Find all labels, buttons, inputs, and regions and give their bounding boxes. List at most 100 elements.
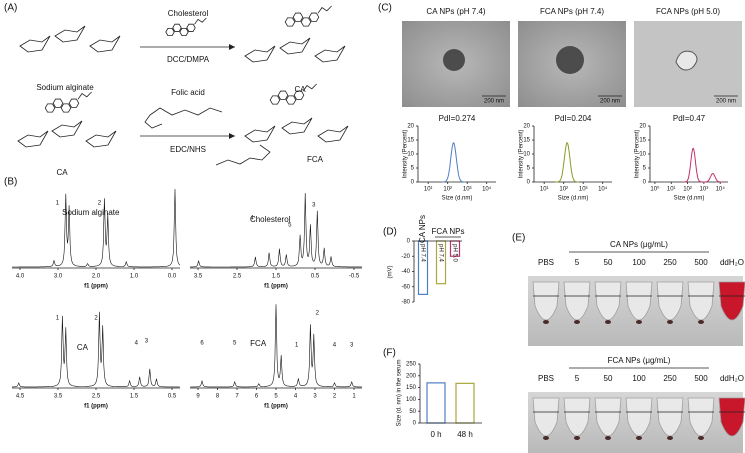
column-label: 250 <box>663 374 677 383</box>
x-tick-label: 10¹ <box>540 187 549 193</box>
compound-name: CA <box>294 85 306 94</box>
molecule-chain <box>317 5 332 14</box>
peak-label: 6 <box>200 341 204 347</box>
x-tick-label: 1.5 <box>130 394 139 400</box>
molecule-ring <box>60 103 72 113</box>
pellet <box>605 320 611 324</box>
tube <box>625 397 653 437</box>
peak-label: 5 <box>233 341 237 347</box>
x-tick-label: 2.5 <box>233 274 242 280</box>
peak-label: 1 <box>56 201 60 207</box>
group-label: CA NPs <box>418 215 427 243</box>
molecule-ring <box>284 17 296 27</box>
spectrum-name: Sodium alginate <box>62 208 120 217</box>
panel-label: (E) <box>512 233 525 244</box>
image-title: FCA NPs (pH 7.4) <box>540 7 604 16</box>
column-label: PBS <box>538 374 554 383</box>
x-tick-label: 1.5 <box>272 274 281 280</box>
x-tick-label: 10¹ <box>667 187 676 193</box>
y-tick-label: 15 <box>407 138 414 144</box>
tube <box>656 397 684 437</box>
reaction-condition: EDC/NHS <box>170 145 206 154</box>
compound-name: Sodium alginate <box>36 83 94 92</box>
x-tick-label: 6 <box>255 394 259 400</box>
scale-label: 200 nm <box>484 99 504 105</box>
panel-label: (C) <box>378 3 392 14</box>
column-label: 250 <box>663 258 677 267</box>
y-tick-label: 20 <box>407 124 414 130</box>
y-tick-label: 0 <box>413 421 417 427</box>
reagent-name: Folic acid <box>171 88 205 97</box>
pdi-label: PdI=0.274 <box>439 114 476 123</box>
panel-label: (A) <box>4 3 17 14</box>
peak-label: 4 <box>333 343 337 349</box>
molecule-ring <box>269 95 281 105</box>
peak-label: 3 <box>350 343 354 349</box>
x-tick-label: 7 <box>235 394 239 400</box>
molecule-ring <box>285 95 297 105</box>
dls-curve <box>441 142 466 183</box>
y-tick-label: 0 <box>643 180 647 186</box>
compound-name: FCA <box>307 155 324 164</box>
dls-curve <box>555 142 579 183</box>
tube <box>594 397 622 437</box>
y-axis-title: Intensity (Percent) <box>635 130 641 179</box>
molecule-ring <box>244 125 276 143</box>
pellet <box>667 320 673 324</box>
y-axis-title: Size (d. nm) in the serum <box>397 359 403 426</box>
molecule-ring <box>317 125 349 143</box>
pellet <box>543 320 549 324</box>
x-axis-title: f1 (ppm) <box>264 404 288 410</box>
molecule-chain <box>77 91 92 100</box>
column-label: 100 <box>632 258 646 267</box>
nanoparticle <box>443 49 465 71</box>
y-tick-label: 10 <box>639 152 646 158</box>
y-tick-label: -80 <box>401 300 410 306</box>
y-tick-label: 150 <box>406 385 417 391</box>
x-tick-label: 0.0 <box>168 274 177 280</box>
x-tick-label: 0.5 <box>168 394 177 400</box>
pdi-label: PdI=0.204 <box>555 114 592 123</box>
pellet <box>605 436 611 440</box>
scale-label: 200 nm <box>600 99 620 105</box>
x-tick-label: 2.5 <box>92 394 101 400</box>
molecule-ring <box>292 12 304 22</box>
x-tick-label: 1.0 <box>130 274 139 280</box>
y-tick-label: 20 <box>639 124 646 130</box>
x-tick-label: 0 h <box>430 430 441 439</box>
x-tick-label: 3.5 <box>194 274 203 280</box>
spectrum-name: Cholesterol <box>250 215 291 224</box>
reagent-name: Cholesterol <box>168 9 209 18</box>
peak-label: 1 <box>56 316 60 322</box>
tube <box>594 281 622 321</box>
tube <box>563 397 591 437</box>
y-tick-label: 250 <box>406 362 417 368</box>
x-tick-label: 4.5 <box>16 394 25 400</box>
x-axis-title: Size (d.nm) <box>442 196 473 202</box>
x-axis-title: Size (d.nm) <box>558 196 589 202</box>
y-axis-title: Intensity (Percent) <box>519 130 525 179</box>
peak-label: 2 <box>316 311 320 317</box>
pellet <box>698 320 704 324</box>
y-tick-label: 15 <box>523 138 530 144</box>
reaction-condition: DCC/DMPA <box>167 55 210 64</box>
peak-label: 2 <box>94 316 98 322</box>
y-tick-label: 200 <box>406 373 417 379</box>
molecule-ring <box>244 45 276 63</box>
molecule-ring <box>89 35 121 53</box>
nanoparticle <box>675 50 698 71</box>
pdi-label: PdI=0.47 <box>673 114 706 123</box>
tube <box>687 281 715 321</box>
x-tick-label: 10³ <box>700 187 709 193</box>
pellet <box>636 320 642 324</box>
molecule-chain <box>194 17 207 25</box>
nmr-spectrum <box>12 311 180 388</box>
tube <box>532 281 560 321</box>
peak-label: 4 <box>250 216 254 222</box>
x-tick-label: pH 7.4 <box>419 244 425 262</box>
x-tick-label: 4.0 <box>16 274 25 280</box>
molecule-chain <box>149 107 223 116</box>
column-label: 5 <box>575 374 580 383</box>
x-tick-label: 10⁰ <box>650 186 660 193</box>
column-label: 500 <box>694 374 708 383</box>
